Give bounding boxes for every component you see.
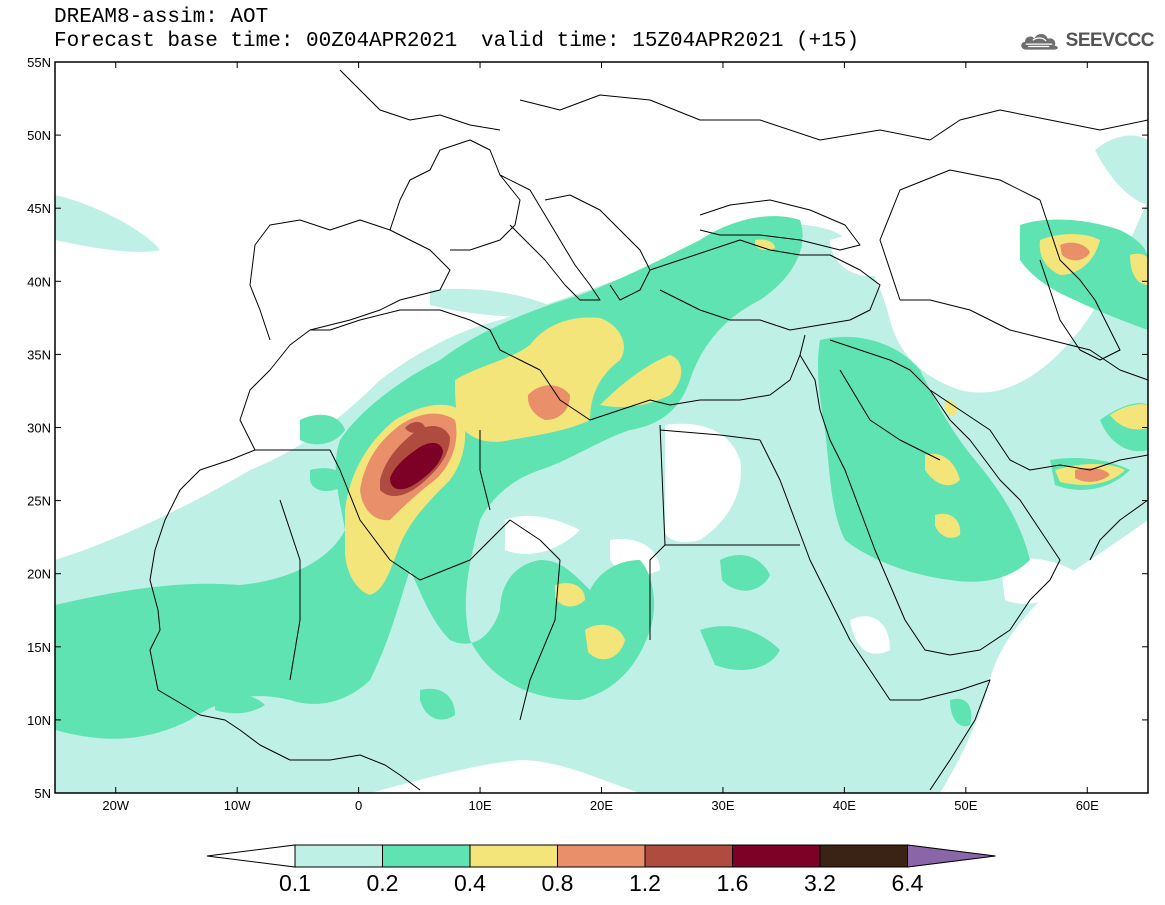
lat-tick-label: 45N	[27, 201, 51, 216]
lon-tick-label: 20W	[102, 798, 129, 813]
colorbar: 0.1 0.2 0.4 0.8 1.2 1.6 3.2 6.4	[206, 844, 996, 896]
model-title: DREAM8-assim: AOT	[54, 6, 269, 29]
lon-tick-label: 20E	[590, 798, 613, 813]
colorbar-label: 1.6	[717, 870, 749, 896]
lat-tick-label: 55N	[27, 55, 51, 70]
colorbar-overflow-triangle	[907, 844, 996, 868]
colorbar-label: 1.2	[629, 870, 661, 896]
lat-tick-label: 15N	[27, 640, 51, 655]
logo-text: SEEVCCC	[1065, 30, 1155, 51]
lat-tick-label: 30N	[27, 421, 51, 436]
lat-tick-label: 20N	[27, 567, 51, 582]
lon-tick-label: 0	[355, 798, 362, 813]
colorbar-label: 0.2	[367, 870, 399, 896]
colorbar-label: 3.2	[804, 870, 836, 896]
colorbar-segment	[819, 844, 908, 868]
lat-tick-label: 50N	[27, 128, 51, 143]
lon-tick-label: 40E	[833, 798, 856, 813]
lon-tick-label: 50E	[954, 798, 977, 813]
aot-field	[55, 135, 1148, 793]
lon-tick-label: 60E	[1076, 798, 1099, 813]
lat-tick-label: 40N	[27, 274, 51, 289]
coastlines-and-borders	[149, 69, 1148, 791]
lat-tick-label: 5N	[34, 786, 51, 801]
colorbar-segment	[644, 844, 733, 868]
longitude-axis: 20W 10W 0 10E 20E 30E 40E 50E 60E	[102, 62, 1099, 813]
colorbar-label: 0.8	[542, 870, 574, 896]
lat-tick-label: 25N	[27, 494, 51, 509]
cloud-logo-icon	[1021, 33, 1058, 50]
lon-tick-label: 30E	[711, 798, 734, 813]
lat-tick-label: 35N	[27, 347, 51, 362]
colorbar-underflow-triangle	[206, 844, 296, 868]
colorbar-label: 6.4	[892, 870, 924, 896]
lat-tick-label: 10N	[27, 713, 51, 728]
colorbar-label: 0.1	[279, 870, 311, 896]
seevccc-logo: SEEVCCC	[1018, 24, 1155, 58]
colorbar-segment	[382, 844, 471, 868]
colorbar-segment	[732, 844, 821, 868]
aot-clear-areas	[505, 234, 1080, 654]
latitude-axis: 55N 50N 45N 40N 35N 30N 25N 20N 15N 10N 5N	[27, 55, 1148, 801]
aot-band-1.6-3.2	[390, 442, 443, 490]
base-time-label: Forecast base time: 00Z04APR2021	[54, 30, 458, 53]
colorbar-segment	[557, 844, 646, 868]
colorbar-segment	[469, 844, 558, 868]
lon-tick-label: 10E	[468, 798, 491, 813]
valid-time-label: valid time: 15Z04APR2021 (+15)	[481, 30, 860, 53]
colorbar-label: 0.4	[454, 870, 486, 896]
colorbar-segment	[294, 844, 383, 868]
lon-tick-label: 10W	[224, 798, 251, 813]
